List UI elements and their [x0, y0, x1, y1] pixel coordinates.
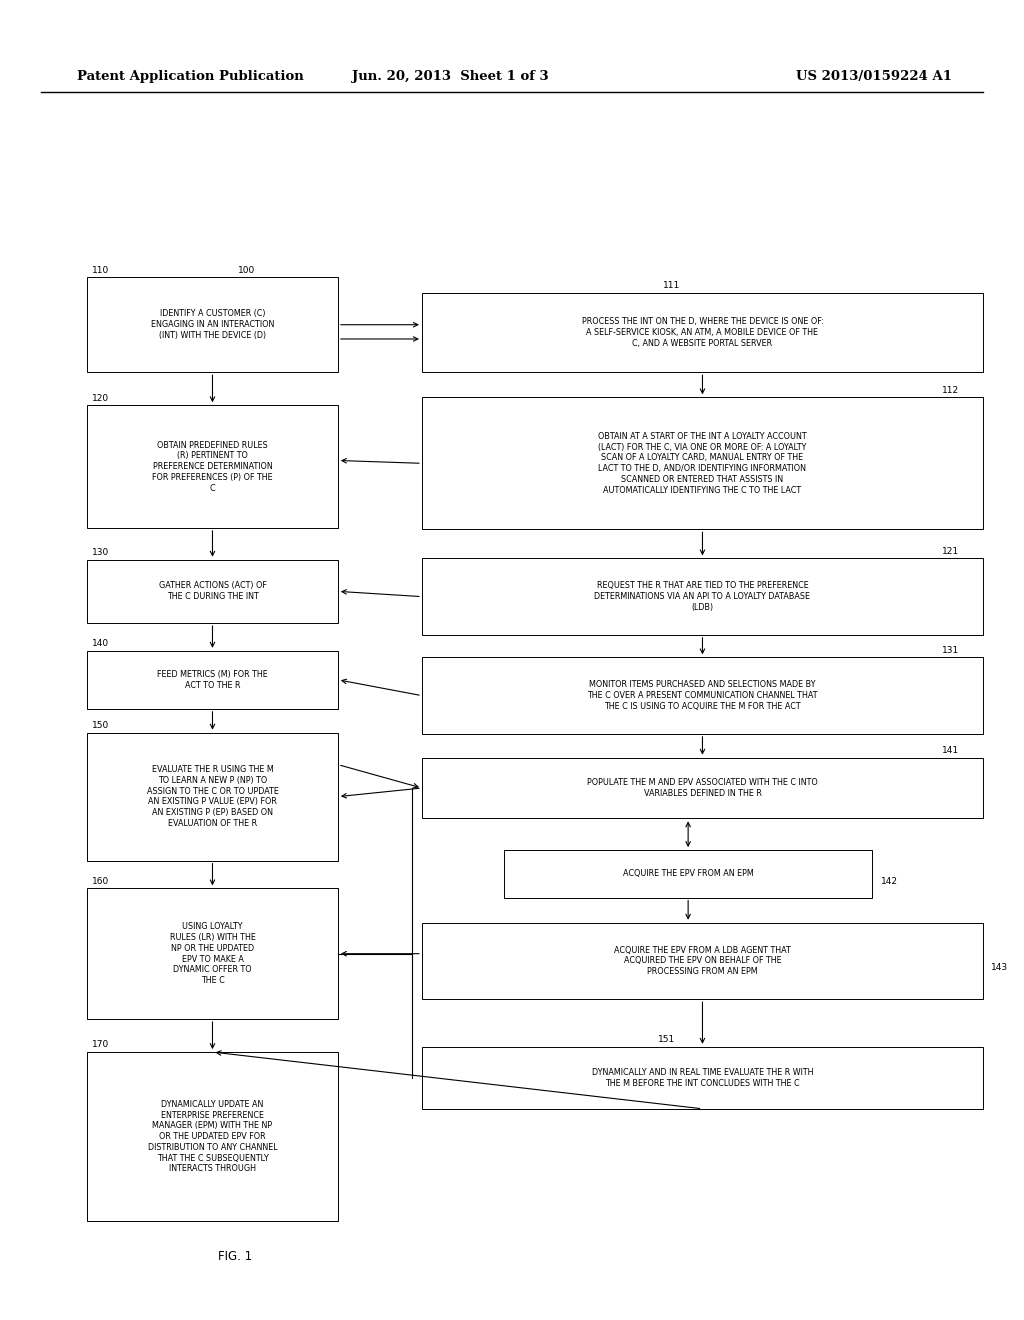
FancyBboxPatch shape	[422, 293, 983, 372]
Text: 143: 143	[991, 964, 1009, 973]
FancyBboxPatch shape	[422, 657, 983, 734]
Text: GATHER ACTIONS (ACT) OF
THE C DURING THE INT: GATHER ACTIONS (ACT) OF THE C DURING THE…	[159, 582, 266, 601]
Text: 141: 141	[942, 746, 959, 755]
Text: 110: 110	[92, 265, 110, 275]
FancyBboxPatch shape	[422, 397, 983, 529]
Text: OBTAIN PREDEFINED RULES
(R) PERTINENT TO
PREFERENCE DETERMINATION
FOR PREFERENCE: OBTAIN PREDEFINED RULES (R) PERTINENT TO…	[153, 441, 272, 492]
Text: 121: 121	[942, 546, 959, 556]
FancyBboxPatch shape	[87, 651, 338, 709]
Text: POPULATE THE M AND EPV ASSOCIATED WITH THE C INTO
VARIABLES DEFINED IN THE R: POPULATE THE M AND EPV ASSOCIATED WITH T…	[587, 779, 818, 797]
Text: MONITOR ITEMS PURCHASED AND SELECTIONS MADE BY
THE C OVER A PRESENT COMMUNICATIO: MONITOR ITEMS PURCHASED AND SELECTIONS M…	[587, 680, 818, 711]
Text: 160: 160	[92, 876, 110, 886]
Text: OBTAIN AT A START OF THE INT A LOYALTY ACCOUNT
(LACT) FOR THE C, VIA ONE OR MORE: OBTAIN AT A START OF THE INT A LOYALTY A…	[598, 432, 807, 495]
Text: DYNAMICALLY UPDATE AN
ENTERPRISE PREFERENCE
MANAGER (EPM) WITH THE NP
OR THE UPD: DYNAMICALLY UPDATE AN ENTERPRISE PREFERE…	[147, 1100, 278, 1173]
Text: 131: 131	[942, 645, 959, 655]
Text: US 2013/0159224 A1: US 2013/0159224 A1	[797, 70, 952, 83]
Text: USING LOYALTY
RULES (LR) WITH THE
NP OR THE UPDATED
EPV TO MAKE A
DYNAMIC OFFER : USING LOYALTY RULES (LR) WITH THE NP OR …	[170, 923, 255, 985]
Text: 142: 142	[881, 876, 898, 886]
FancyBboxPatch shape	[87, 405, 338, 528]
FancyBboxPatch shape	[87, 733, 338, 861]
Text: ACQUIRE THE EPV FROM A LDB AGENT THAT
ACQUIRED THE EPV ON BEHALF OF THE
PROCESSI: ACQUIRE THE EPV FROM A LDB AGENT THAT AC…	[614, 945, 791, 977]
Text: Patent Application Publication: Patent Application Publication	[77, 70, 303, 83]
Text: 140: 140	[92, 639, 110, 648]
Text: 112: 112	[942, 385, 959, 395]
Text: REQUEST THE R THAT ARE TIED TO THE PREFERENCE
DETERMINATIONS VIA AN API TO A LOY: REQUEST THE R THAT ARE TIED TO THE PREFE…	[595, 581, 810, 612]
FancyBboxPatch shape	[422, 923, 983, 999]
FancyBboxPatch shape	[504, 850, 872, 898]
Text: 130: 130	[92, 548, 110, 557]
Text: 100: 100	[238, 265, 255, 275]
Text: 150: 150	[92, 721, 110, 730]
FancyBboxPatch shape	[87, 277, 338, 372]
FancyBboxPatch shape	[87, 560, 338, 623]
Text: FEED METRICS (M) FOR THE
ACT TO THE R: FEED METRICS (M) FOR THE ACT TO THE R	[157, 671, 268, 689]
Text: FIG. 1: FIG. 1	[218, 1250, 253, 1263]
Text: 170: 170	[92, 1040, 110, 1049]
Text: 151: 151	[657, 1035, 675, 1044]
FancyBboxPatch shape	[422, 758, 983, 818]
Text: DYNAMICALLY AND IN REAL TIME EVALUATE THE R WITH
THE M BEFORE THE INT CONCLUDES : DYNAMICALLY AND IN REAL TIME EVALUATE TH…	[592, 1068, 813, 1088]
FancyBboxPatch shape	[422, 1047, 983, 1109]
FancyBboxPatch shape	[87, 1052, 338, 1221]
Text: 111: 111	[664, 281, 680, 290]
Text: PROCESS THE INT ON THE D, WHERE THE DEVICE IS ONE OF:
A SELF-SERVICE KIOSK, AN A: PROCESS THE INT ON THE D, WHERE THE DEVI…	[582, 317, 823, 348]
Text: IDENTIFY A CUSTOMER (C)
ENGAGING IN AN INTERACTION
(INT) WITH THE DEVICE (D): IDENTIFY A CUSTOMER (C) ENGAGING IN AN I…	[151, 309, 274, 341]
FancyBboxPatch shape	[422, 558, 983, 635]
FancyBboxPatch shape	[87, 888, 338, 1019]
Text: EVALUATE THE R USING THE M
TO LEARN A NEW P (NP) TO
ASSIGN TO THE C OR TO UPDATE: EVALUATE THE R USING THE M TO LEARN A NE…	[146, 766, 279, 828]
Text: ACQUIRE THE EPV FROM AN EPM: ACQUIRE THE EPV FROM AN EPM	[623, 870, 754, 878]
Text: Jun. 20, 2013  Sheet 1 of 3: Jun. 20, 2013 Sheet 1 of 3	[352, 70, 549, 83]
Text: 120: 120	[92, 393, 110, 403]
